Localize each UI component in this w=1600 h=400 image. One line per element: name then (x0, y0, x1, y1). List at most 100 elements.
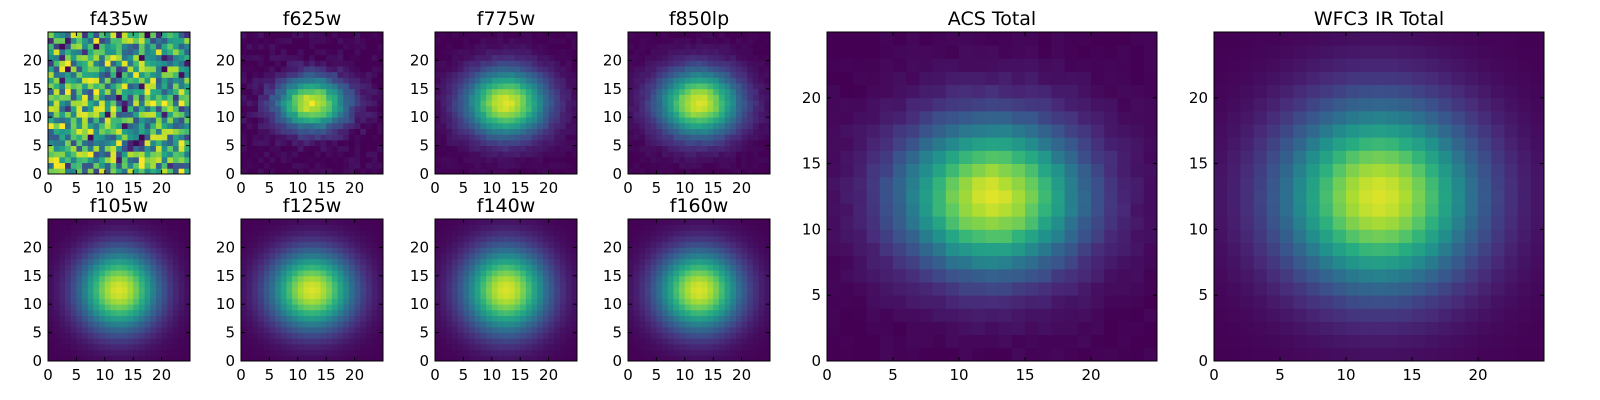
heatmap-cell (713, 100, 720, 107)
heatmap-cell (133, 247, 140, 254)
heatmap-cell (628, 43, 635, 50)
heatmap-cell (127, 145, 134, 152)
heatmap-cell (696, 77, 703, 84)
heatmap-cell (667, 83, 674, 90)
heatmap-cell (679, 355, 686, 362)
heatmap-cell (628, 151, 635, 158)
heatmap-cell (326, 37, 333, 44)
heatmap-cell (320, 241, 327, 248)
heatmap-cell (82, 32, 89, 39)
heatmap-cell (93, 117, 100, 124)
heatmap-cell (127, 128, 134, 135)
heatmap-cell (110, 315, 117, 322)
heatmap-cell (633, 315, 640, 322)
heatmap-cell (65, 315, 72, 322)
heatmap-cell (457, 338, 464, 345)
heatmap-cell (70, 162, 77, 169)
heatmap-cell (161, 77, 168, 84)
heatmap-cell (337, 224, 344, 231)
heatmap-cell (667, 304, 674, 311)
heatmap-cell (542, 128, 549, 135)
heatmap-cell (348, 49, 355, 56)
heatmap-cell (571, 100, 578, 107)
heatmap-cell (730, 54, 737, 61)
heatmap-cell (167, 343, 174, 351)
heatmap-cell (263, 258, 270, 265)
heatmap-cell (463, 253, 470, 260)
heatmap-cell (440, 37, 447, 44)
heatmap-cell (303, 321, 310, 328)
y-tick-label: 0 (225, 352, 235, 370)
heatmap-cell (707, 134, 714, 141)
heatmap-cell (371, 139, 378, 146)
heatmap-cell (286, 321, 293, 328)
heatmap-cell (480, 304, 487, 311)
heatmap-cell (662, 128, 669, 135)
heatmap-cell (178, 287, 185, 294)
heatmap-cell (371, 168, 378, 175)
heatmap-cell (679, 134, 686, 141)
heatmap-cell (718, 139, 725, 146)
heatmap-cell (452, 309, 459, 316)
heatmap-cell (469, 309, 476, 316)
heatmap-cell (525, 247, 532, 254)
heatmap-cell (303, 275, 310, 282)
heatmap-cell (446, 349, 453, 356)
heatmap-cell (252, 111, 259, 118)
heatmap-cell (258, 304, 265, 311)
heatmap-cell (343, 343, 350, 351)
heatmap-cell (480, 151, 487, 158)
heatmap-cell (314, 253, 321, 260)
heatmap-cell (713, 145, 720, 152)
heatmap-cell (178, 247, 185, 254)
heatmap-cell (554, 83, 561, 90)
heatmap-cell (758, 309, 765, 316)
heatmap-cell (440, 275, 447, 282)
heatmap-cell (59, 355, 66, 362)
heatmap-cell (184, 139, 191, 146)
heatmap-cell (633, 88, 640, 95)
heatmap-cell (525, 224, 532, 231)
heatmap-cell (53, 122, 60, 129)
heatmap-cell (764, 145, 771, 152)
heatmap-cell (110, 287, 117, 294)
heatmap-cell (343, 94, 350, 101)
heatmap-cell (503, 292, 510, 299)
heatmap-cell (309, 355, 316, 362)
heatmap-cell (554, 139, 561, 146)
heatmap-cell (275, 66, 282, 73)
heatmap-cell (360, 162, 367, 169)
heatmap-cell (138, 134, 145, 141)
heatmap-cell (508, 304, 515, 311)
heatmap-cell (452, 355, 459, 362)
heatmap-cell (474, 304, 481, 311)
heatmap-cell (571, 355, 578, 362)
heatmap-cell (65, 275, 72, 282)
heatmap-cell (241, 151, 248, 158)
heatmap-cell (343, 219, 350, 226)
heatmap-cell (65, 117, 72, 124)
heatmap-cell (690, 315, 697, 322)
heatmap-cell (144, 128, 151, 135)
heatmap-cell (537, 156, 544, 164)
heatmap-cell (758, 304, 765, 311)
heatmap-cell (435, 145, 442, 152)
heatmap-cell (326, 117, 333, 124)
heatmap-cell (82, 292, 89, 299)
heatmap-cell (446, 49, 453, 56)
heatmap-cell (275, 343, 282, 351)
heatmap-cell (474, 258, 481, 265)
heatmap-cell (360, 122, 367, 129)
heatmap-cell (684, 43, 691, 50)
heatmap-cell (167, 219, 174, 226)
heatmap-cell (258, 134, 265, 141)
heatmap-cell (48, 253, 55, 260)
heatmap-cell (348, 258, 355, 265)
heatmap-cell (525, 349, 532, 356)
heatmap-cell (690, 292, 697, 299)
heatmap-cell (155, 355, 162, 362)
heatmap-cell (360, 349, 367, 356)
heatmap-cell (491, 287, 498, 294)
heatmap-cell (241, 355, 248, 362)
heatmap-cell (331, 224, 338, 231)
